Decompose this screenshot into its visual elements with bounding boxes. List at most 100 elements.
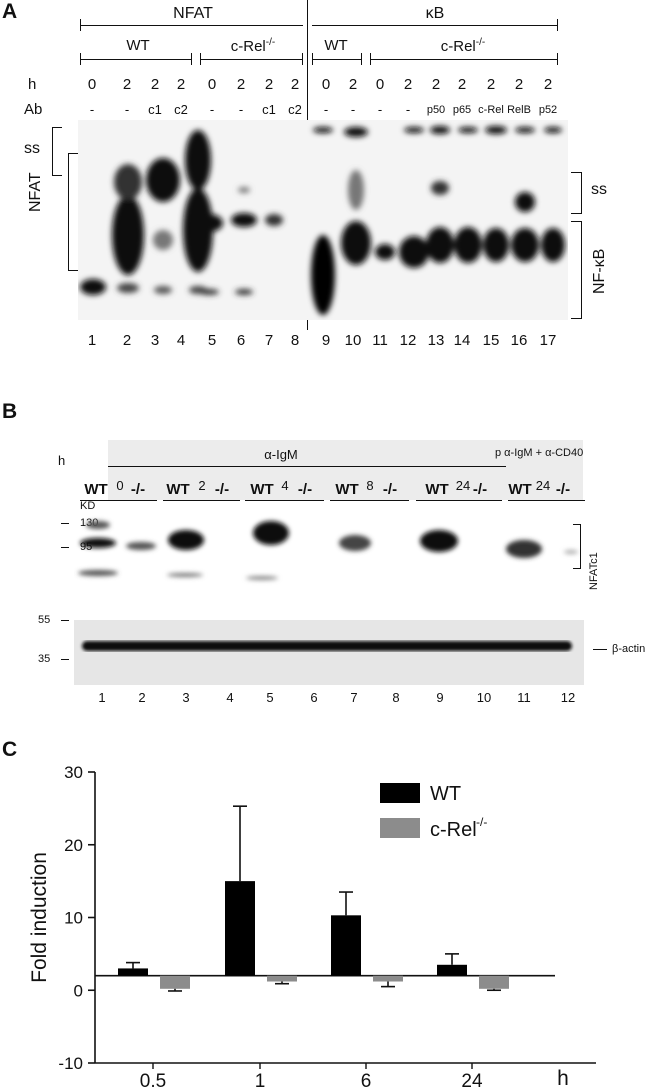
- hour-label: 2: [348, 76, 358, 93]
- hour-label: 0: [207, 76, 217, 93]
- bracket-crel-2: [370, 59, 558, 60]
- actin-blot-bg: [74, 620, 584, 685]
- genotype-pair-underline: [330, 500, 409, 501]
- mw-35: 35: [38, 653, 51, 665]
- group-label-kb: κB: [425, 5, 445, 22]
- lane-number: 10: [344, 332, 362, 349]
- fold-induction-chart: 30 20 10 0 -10 0.5 1 6 24 Fold induction h WT c-Rel -…: [28, 763, 596, 1092]
- lane-number: 7: [264, 332, 274, 349]
- antibody-label: c1: [262, 102, 276, 117]
- lane-number-b: 1: [98, 690, 106, 705]
- x-tick-label: 1: [255, 1071, 266, 1092]
- genotype-label: -/-: [382, 481, 398, 498]
- lane-number-b: 6: [310, 690, 318, 705]
- antibody-label: RelB: [507, 104, 531, 116]
- bracket-wt-2: [312, 59, 362, 60]
- kd-label: KD: [80, 500, 96, 512]
- hour-label: 2: [150, 76, 160, 93]
- x-tick-label: 24: [461, 1071, 483, 1092]
- genotype-label: -/-: [472, 481, 488, 498]
- genotype-label: WT: [508, 481, 532, 498]
- right-nfkb-label: NF-κB: [591, 248, 608, 294]
- lane-number-b: 9: [436, 690, 444, 705]
- panel-a-letter: A: [2, 0, 18, 23]
- y-tick-label: 10: [64, 909, 83, 928]
- lane-number: 3: [150, 332, 160, 349]
- sub-label-crel-kb: c-Rel-/-: [440, 37, 486, 55]
- label-aigm: α-IgM: [264, 447, 298, 462]
- group-label-nfat: NFAT: [173, 5, 213, 22]
- emsa-gel-image: [78, 120, 568, 320]
- time-point-label: 8: [366, 478, 374, 493]
- lane-number: 12: [399, 332, 417, 349]
- lane-number-b: 4: [226, 690, 234, 705]
- antibody-label: c1: [148, 102, 162, 117]
- lane-number: 11: [372, 332, 388, 349]
- bar-wt-1: [225, 881, 255, 976]
- time-point-label: 4: [281, 478, 289, 493]
- y-tick-label: 20: [64, 836, 83, 855]
- antibody-label: -: [238, 102, 244, 117]
- hour-label: 2: [457, 76, 467, 93]
- genotype-label: -/-: [297, 481, 313, 498]
- left-ss-label: ss: [24, 140, 40, 157]
- antibody-label: -: [209, 102, 215, 117]
- x-tick-label: 6: [361, 1071, 372, 1092]
- time-point-label: 0: [116, 478, 124, 493]
- lane-number: 4: [176, 332, 186, 349]
- lane-number-b: 8: [392, 690, 400, 705]
- y-tick-label: 0: [74, 981, 83, 1000]
- hour-label: 0: [321, 76, 331, 93]
- bar-crel-24: [479, 975, 509, 989]
- x-tick-label: 0.5: [140, 1071, 166, 1092]
- label-paigm-cd40: p α-IgM + α-CD40: [495, 447, 584, 459]
- bracket-tick: [80, 53, 81, 65]
- legend-swatch-crel: [380, 818, 420, 838]
- lane-number-b: 3: [182, 690, 190, 705]
- actin-pointer: [593, 649, 607, 650]
- time-point-label: 24: [535, 478, 551, 493]
- lane-number: 1: [87, 332, 97, 349]
- genotype-label: -/-: [214, 481, 230, 498]
- nfatc1-blot-image: [78, 521, 578, 580]
- bar-crel-6: [373, 975, 403, 982]
- bar-wt-6: [331, 915, 361, 976]
- bracket-tick: [312, 53, 313, 65]
- lane-number: 2: [122, 332, 132, 349]
- bracket-tick: [571, 318, 581, 319]
- bracket-wt-1: [80, 59, 192, 60]
- hour-label: 2: [543, 76, 553, 93]
- hour-label: 2: [290, 76, 300, 93]
- bracket-tick: [573, 568, 580, 569]
- antibody-label: p52: [538, 104, 558, 116]
- antibody-label: -: [124, 102, 130, 117]
- hour-label: 2: [264, 76, 274, 93]
- lane-number-b: 11: [517, 690, 531, 705]
- hour-label: 2: [122, 76, 132, 93]
- genotype-label: -/-: [555, 481, 571, 498]
- bracket-tick: [571, 172, 581, 173]
- genotype-label: WT: [335, 481, 359, 498]
- right-ss-bracket: [581, 172, 582, 214]
- antibody-label: -: [350, 102, 356, 117]
- bracket-nfat: [80, 25, 303, 26]
- sub-label-wt-kb: WT: [324, 37, 348, 54]
- aigm-line: [108, 466, 506, 467]
- bracket-tick: [191, 53, 192, 65]
- bracket-kb: [312, 25, 558, 26]
- hour-label: 2: [176, 76, 186, 93]
- antibody-label: c-Rel: [478, 104, 504, 116]
- legend-label-crel-sup: -/-: [476, 815, 487, 829]
- hour-label: 0: [375, 76, 385, 93]
- antibody-label: c2: [174, 102, 188, 117]
- bracket-tick: [68, 153, 78, 154]
- row-label-h-b: h: [58, 453, 66, 468]
- mw-tick: [61, 547, 69, 548]
- actin-blot-image: [82, 641, 572, 651]
- lane-number: 15: [482, 332, 500, 349]
- lane-number: 9: [321, 332, 331, 349]
- sub-label-wt: WT: [126, 37, 150, 54]
- genotype-pair-underline: [245, 500, 324, 501]
- mw-tick: [61, 620, 69, 621]
- bracket-tick: [68, 270, 78, 271]
